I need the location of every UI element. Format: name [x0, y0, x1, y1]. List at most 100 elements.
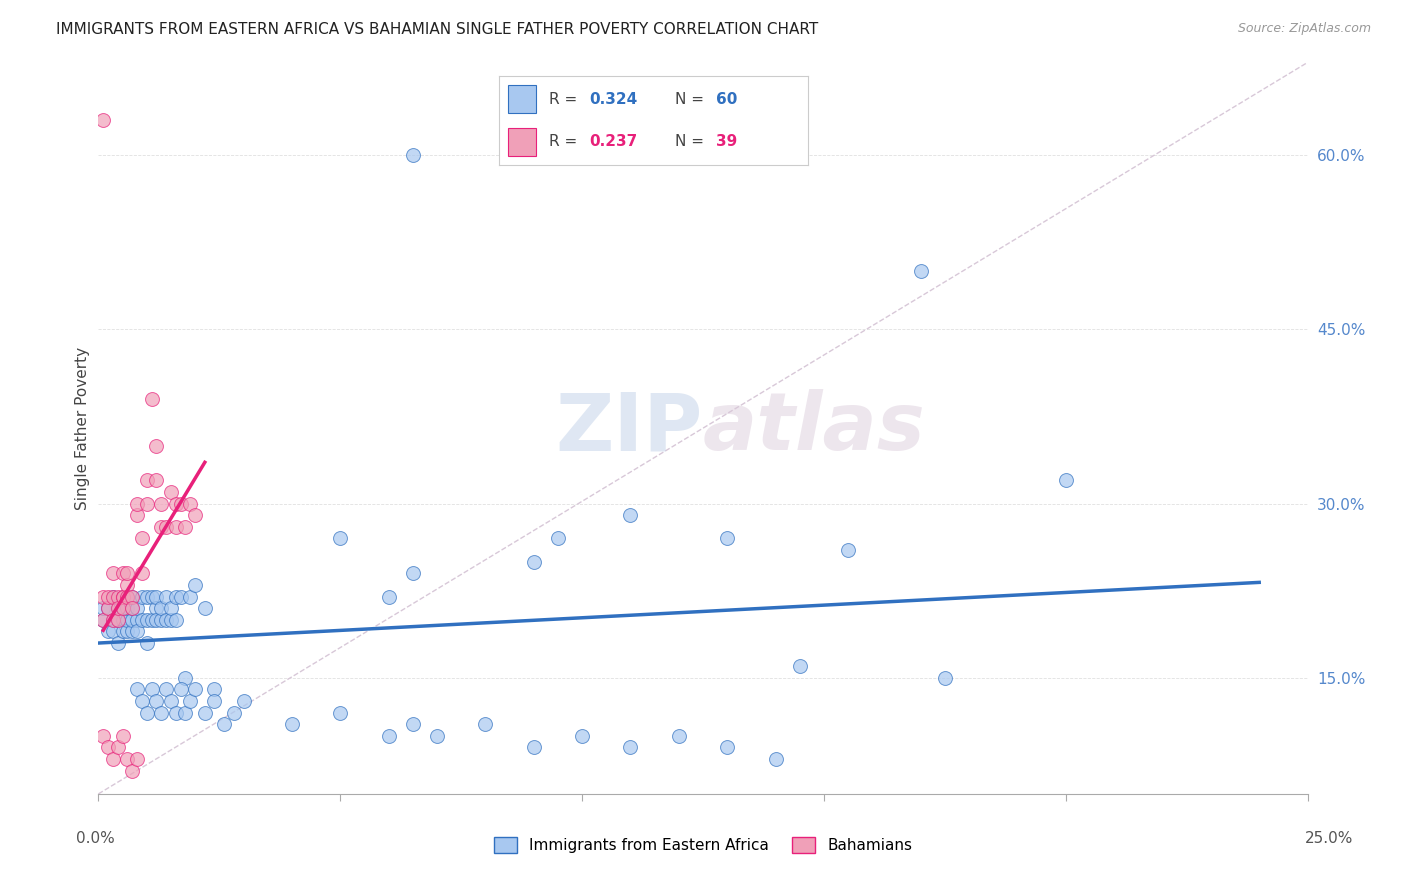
Bar [509, 128, 536, 156]
Point [789, 659, 811, 673]
Point [184, 578, 207, 592]
Point [837, 543, 859, 558]
Point [91, 613, 114, 627]
Point [160, 613, 183, 627]
Point [131, 613, 153, 627]
Point [402, 717, 425, 731]
Point [117, 590, 139, 604]
Point [127, 613, 149, 627]
Point [619, 508, 641, 523]
Point [165, 590, 187, 604]
Point [160, 694, 183, 708]
Point [377, 590, 399, 604]
Point [194, 601, 217, 615]
Point [131, 694, 153, 708]
Point [174, 671, 197, 685]
Point [145, 474, 167, 488]
Point [716, 740, 738, 755]
Point [179, 497, 201, 511]
Point [135, 590, 157, 604]
Point [97, 601, 120, 615]
Point [377, 729, 399, 743]
Point [101, 590, 124, 604]
Point [111, 624, 134, 639]
Point [117, 613, 139, 627]
Text: R =: R = [548, 92, 582, 106]
Point [107, 613, 129, 627]
Point [155, 613, 177, 627]
Point [107, 601, 129, 615]
Point [165, 520, 187, 534]
Point [121, 601, 143, 615]
Point [179, 694, 201, 708]
Point [169, 682, 191, 697]
Point [145, 439, 167, 453]
Point [135, 474, 157, 488]
Point [111, 601, 134, 615]
Point [111, 729, 134, 743]
Point [111, 590, 134, 604]
Point [101, 624, 124, 639]
Point [121, 624, 143, 639]
Point [117, 601, 139, 615]
Point [145, 601, 167, 615]
Point [619, 740, 641, 755]
Point [121, 764, 143, 778]
Point [127, 624, 149, 639]
Point [107, 636, 129, 650]
Point [150, 706, 173, 720]
Point [101, 752, 124, 766]
Point [117, 624, 139, 639]
Point [91, 729, 114, 743]
Point [101, 566, 124, 581]
Point [117, 590, 139, 604]
Point [135, 706, 157, 720]
Point [127, 508, 149, 523]
Point [281, 717, 304, 731]
Text: IMMIGRANTS FROM EASTERN AFRICA VS BAHAMIAN SINGLE FATHER POVERTY CORRELATION CHA: IMMIGRANTS FROM EASTERN AFRICA VS BAHAMI… [56, 22, 818, 37]
Point [101, 613, 124, 627]
Point [402, 566, 425, 581]
Y-axis label: Single Father Poverty: Single Father Poverty [75, 347, 90, 509]
Point [329, 532, 352, 546]
Point [165, 497, 187, 511]
Point [141, 590, 163, 604]
Point [141, 392, 163, 406]
Point [165, 613, 187, 627]
Text: 60: 60 [716, 92, 737, 106]
Point [523, 555, 546, 569]
Point [131, 532, 153, 546]
Point [91, 601, 114, 615]
Point [111, 613, 134, 627]
Point [716, 532, 738, 546]
Point [111, 590, 134, 604]
Point [150, 497, 173, 511]
Point [165, 706, 187, 720]
Point [179, 590, 201, 604]
Point [141, 613, 163, 627]
Point [97, 624, 120, 639]
Point [135, 497, 157, 511]
Point [765, 752, 787, 766]
Point [145, 694, 167, 708]
Bar [509, 85, 536, 113]
Point [121, 601, 143, 615]
Point [107, 613, 129, 627]
Point [571, 729, 593, 743]
Point [160, 485, 183, 500]
Point [145, 613, 167, 627]
Point [97, 601, 120, 615]
Point [91, 113, 114, 128]
Point [91, 590, 114, 604]
Point [426, 729, 449, 743]
Point [547, 532, 569, 546]
Point [174, 706, 197, 720]
Point [131, 566, 153, 581]
Point [155, 682, 177, 697]
Text: N =: N = [675, 92, 709, 106]
Point [194, 706, 217, 720]
Point [169, 497, 191, 511]
Text: ZIP: ZIP [555, 389, 703, 467]
Point [184, 508, 207, 523]
Text: 39: 39 [716, 135, 737, 149]
